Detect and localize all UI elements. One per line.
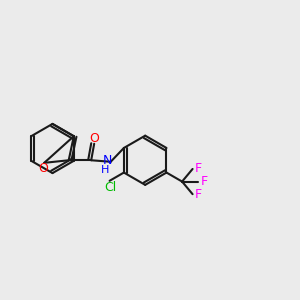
Text: N: N <box>103 154 112 167</box>
Text: F: F <box>194 188 202 201</box>
Text: F: F <box>201 175 208 188</box>
Text: Cl: Cl <box>104 181 116 194</box>
Text: H: H <box>100 165 109 175</box>
Text: F: F <box>194 163 202 176</box>
Text: O: O <box>89 132 99 145</box>
Text: O: O <box>38 162 48 175</box>
